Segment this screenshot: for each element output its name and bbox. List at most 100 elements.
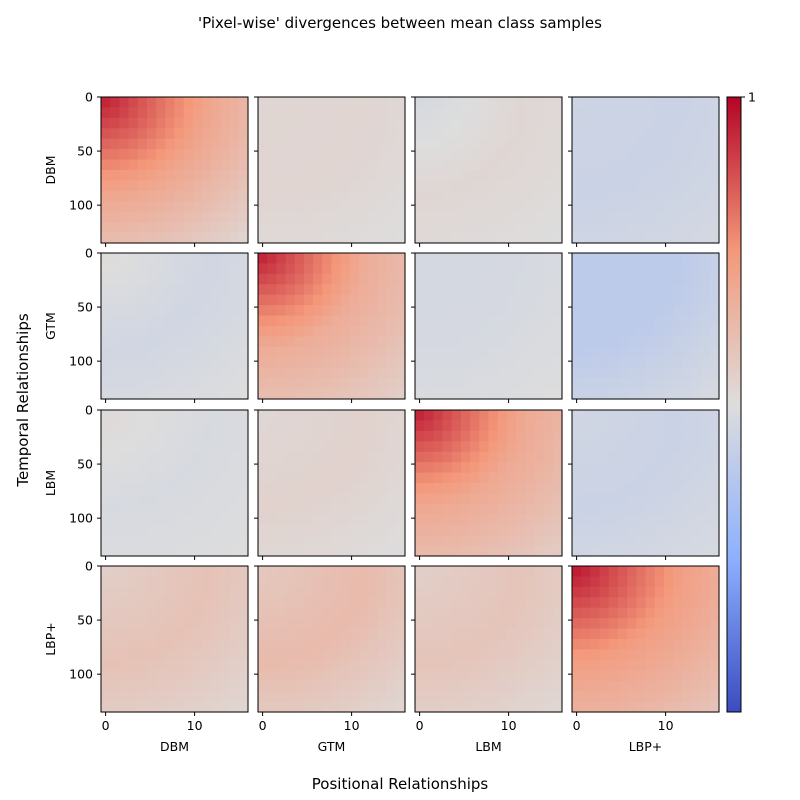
heatmap-cell (700, 535, 711, 547)
heatmap-cell (627, 336, 637, 348)
heatmap-cell (691, 170, 702, 182)
heatmap-cell (506, 576, 517, 588)
heatmap-cell (552, 190, 563, 202)
heatmap-cell (165, 680, 176, 692)
heatmap-cell (258, 472, 268, 484)
heatmap-cell (525, 294, 536, 306)
heatmap-cell (137, 378, 148, 390)
heatmap-cell (238, 670, 249, 682)
heatmap-cell (340, 670, 351, 682)
heatmap-cell (415, 273, 425, 285)
heatmap-cell (340, 222, 351, 234)
heatmap-cell (165, 503, 176, 515)
heatmap-cell (460, 284, 471, 296)
heatmap-cell (424, 680, 434, 692)
heatmap-cell (415, 232, 425, 244)
heatmap-cell (377, 576, 388, 588)
heatmap-cell (156, 128, 166, 140)
heatmap-cell (238, 680, 249, 692)
heatmap-panel-dbm-lbm (411, 96, 563, 247)
heatmap-cell (460, 670, 471, 682)
heatmap-cell (525, 576, 536, 588)
heatmap-cell (267, 128, 277, 140)
heatmap-cell (627, 420, 637, 432)
heatmap-cell (183, 149, 194, 161)
heatmap-cell (110, 597, 120, 609)
heatmap-cell (645, 336, 656, 348)
heatmap-cell (119, 566, 130, 578)
heatmap-cell (506, 701, 517, 713)
heatmap-cell (110, 190, 120, 202)
heatmap-cell (599, 503, 610, 515)
heatmap-cell (709, 451, 720, 463)
heatmap-cell (700, 336, 711, 348)
heatmap-cell (331, 597, 342, 609)
heatmap-cell (110, 201, 120, 213)
heatmap-cell (617, 701, 628, 713)
heatmap-cell (146, 670, 157, 682)
heatmap-cell (377, 586, 388, 598)
heatmap-cell (442, 138, 453, 150)
heatmap-cell (101, 472, 111, 484)
heatmap-cell (552, 472, 563, 484)
heatmap-cell (415, 410, 425, 422)
heatmap-cell (322, 159, 333, 171)
heatmap-cell (368, 232, 379, 244)
heatmap-cell (238, 315, 249, 327)
heatmap-cell (165, 576, 176, 588)
heatmap-cell (267, 701, 277, 713)
heatmap-cell (645, 639, 656, 651)
heatmap-cell (359, 597, 369, 609)
heatmap-cell (608, 388, 619, 400)
heatmap-cell (516, 597, 526, 609)
heatmap-cell (110, 128, 120, 140)
heatmap-cell (691, 222, 702, 234)
heatmap-cell (442, 503, 453, 515)
heatmap-cell (488, 639, 499, 651)
heatmap-cell (101, 170, 111, 182)
heatmap-cell (395, 462, 406, 474)
heatmap-cell (682, 576, 693, 588)
heatmap-cell (313, 691, 323, 703)
heatmap-cell (516, 545, 526, 557)
heatmap-cell (415, 576, 425, 588)
heatmap-cell (395, 201, 406, 213)
heatmap-cell (599, 336, 610, 348)
heatmap-cell (636, 503, 647, 515)
heatmap-cell (415, 628, 425, 640)
heatmap-cell (645, 535, 656, 547)
heatmap-cell (572, 639, 582, 651)
heatmap-cell (627, 607, 637, 619)
heatmap-cell (497, 222, 508, 234)
heatmap-cell (331, 326, 342, 338)
heatmap-cell (377, 305, 388, 317)
heatmap-cell (359, 545, 369, 557)
heatmap-cell (377, 294, 388, 306)
heatmap-cell (663, 357, 674, 369)
heatmap-cell (202, 367, 212, 379)
heatmap-panel-lbm-lbm (411, 409, 563, 560)
heatmap-cell (691, 493, 702, 505)
heatmap-cell (386, 483, 397, 495)
heatmap-cell (552, 576, 563, 588)
heatmap-cell (229, 680, 240, 692)
heatmap-cell (340, 680, 351, 692)
heatmap-cell (377, 211, 388, 223)
heatmap-cell (349, 493, 360, 505)
heatmap-cell (543, 336, 554, 348)
heatmap-cell (276, 586, 287, 598)
heatmap-cell (156, 222, 166, 234)
heatmap-cell (451, 326, 462, 338)
heatmap-cell (165, 336, 176, 348)
heatmap-cell (525, 97, 536, 109)
heatmap-cell (267, 493, 277, 505)
heatmap-cell (183, 232, 194, 244)
heatmap-cell (636, 346, 647, 358)
heatmap-cell (386, 263, 397, 275)
heatmap-cell (119, 170, 130, 182)
heatmap-cell (313, 670, 323, 682)
heatmap-cell (303, 97, 314, 109)
heatmap-cell (572, 107, 582, 119)
heatmap-cell (267, 180, 277, 192)
heatmap-cell (119, 618, 130, 630)
